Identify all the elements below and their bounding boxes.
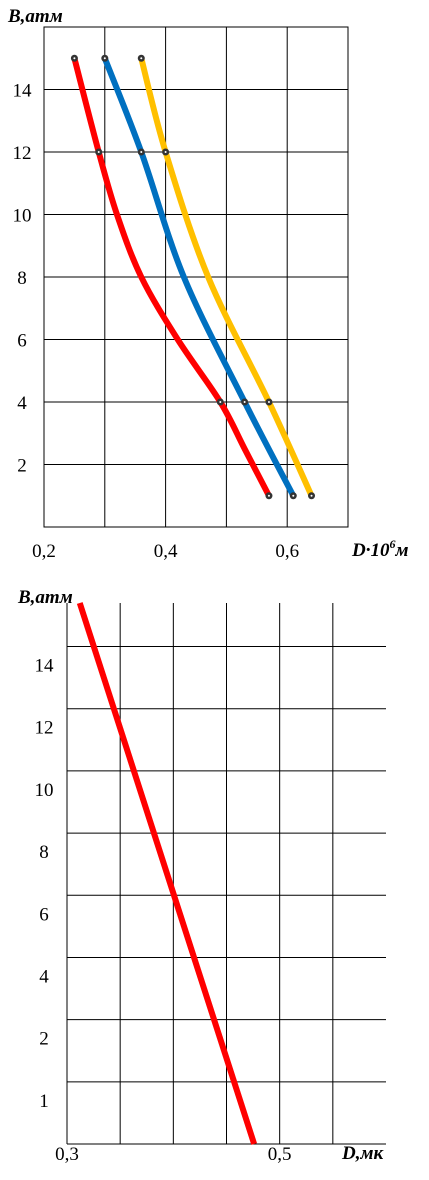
chart-1-series-1-point-center [219,401,222,403]
chart-1-x-axis-title-unit: м [394,540,408,561]
chart-1-y-tick-label: 10 [13,206,32,227]
chart-1-series-2-point-center [140,151,143,153]
chart-1-y-tick-label: 2 [17,456,27,477]
chart-2-y-tick-label: 2 [39,1029,49,1050]
chart-1-series-3-point-center [310,494,313,497]
chart-1-x-axis-title-sup: 6 [389,537,395,551]
chart-1-series-3-point-center [164,151,167,153]
chart-2-y-tick-label: 1 [39,1091,49,1112]
chart-1-y-tick-label: 6 [17,331,27,352]
chart-1-series [70,54,316,500]
chart-1-y-tick-label: 8 [17,268,27,289]
chart-2-y-tick-label: 8 [39,842,49,863]
chart-1-y-tick-label: 12 [13,143,32,164]
chart-2-x-axis-title: D,мк [341,1143,384,1164]
chart-1-series-1-point-center [97,151,100,153]
chart-1-series-3-point-center [267,401,270,403]
chart-1-series-3-point-center [140,57,143,60]
chart-2-series [76,602,258,1145]
chart-1-x-tick-label: 0,6 [275,541,299,562]
chart-2-x-tick-label: 0,5 [268,1144,292,1165]
chart-1-series-1-point-center [73,57,76,60]
chart-1-x-axis-title-main: D·10 [351,540,390,561]
chart-1-series-2-point-center [103,57,106,60]
chart-2-y-tick-label: 10 [35,780,54,801]
chart-1-series-line-2 [101,55,297,499]
chart-1-x-tick-label: 0,4 [154,541,178,562]
chart-1-series-2-point-center [243,401,246,403]
chart-2-y-tick-label: 4 [39,966,49,987]
chart-1-y-tick-label: 14 [13,81,33,102]
chart-1-x-axis-title: D·106м [351,537,409,561]
chart-2-x-tick-label: 0,3 [55,1144,79,1165]
chart-2-y-tick-label: 14 [35,656,55,677]
chart-2-y-axis-title: B,атм [17,587,73,608]
chart-1-y-tick-label: 4 [17,393,27,414]
chart-1-grid [43,26,349,528]
chart-2-series-line-1 [76,602,258,1145]
chart-1-x-tick-label: 0,2 [32,541,56,562]
chart-1-series-line-3 [138,55,315,499]
chart-2-y-tick-label: 12 [35,718,54,739]
chart-2-y-tick-label: 6 [39,904,49,925]
chart-1-tick-labels: 2 4 6 8 10 12 14 0,2 0,4 0,6 [13,81,300,563]
chart-1-y-axis-title: B,атм [7,6,63,27]
chart-1-series-2-point-center [292,494,295,497]
chart-1-series-1-point-center [267,494,270,497]
